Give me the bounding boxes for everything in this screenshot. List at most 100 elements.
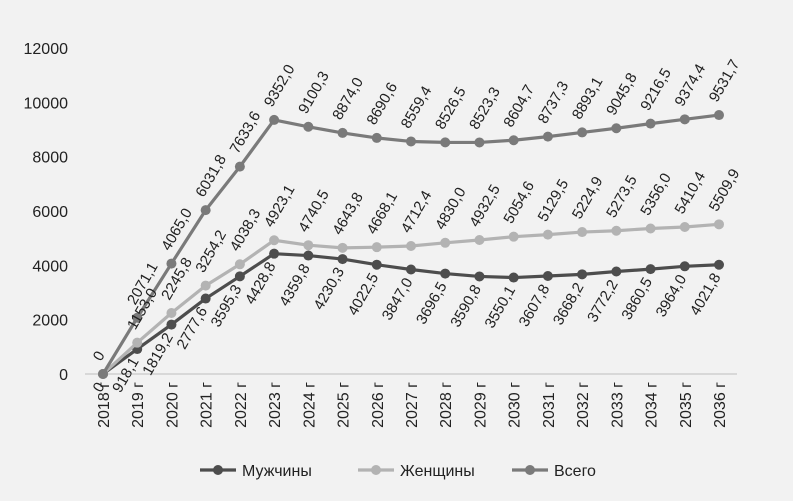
data-point	[166, 258, 177, 269]
data-point	[234, 271, 245, 282]
x-tick-label: 2023 г	[267, 382, 284, 428]
data-point	[98, 369, 108, 379]
data-label: 3254,2	[192, 227, 230, 275]
data-point	[132, 312, 143, 323]
data-point	[371, 132, 382, 143]
data-point	[200, 205, 211, 216]
data-label: 8690,6	[364, 80, 402, 128]
data-label: 3595,3	[208, 282, 246, 330]
data-point	[577, 127, 588, 138]
y-tick-label: 2000	[32, 313, 68, 330]
data-label: 4359,8	[276, 261, 314, 309]
data-label: 4021,8	[687, 270, 725, 318]
legend-marker	[213, 465, 223, 475]
legend: Мужчины Женщины Всего	[200, 463, 596, 480]
data-label: 3860,5	[618, 275, 656, 323]
data-label: 4428,8	[242, 259, 280, 307]
x-tick-label: 2030 г	[507, 382, 524, 428]
x-tick-label: 2033 г	[609, 382, 626, 428]
data-label: 9531,7	[706, 57, 744, 105]
x-tick-label: 2036 г	[712, 382, 729, 428]
data-point	[645, 223, 656, 234]
data-point	[303, 121, 314, 132]
y-tick-label: 0	[59, 367, 68, 384]
data-label: 4830,0	[432, 185, 470, 233]
series-layer	[98, 110, 724, 379]
data-label: 0	[90, 380, 109, 396]
data-point	[679, 114, 690, 125]
data-point	[371, 242, 382, 253]
data-point	[337, 254, 348, 265]
data-label: 5509,9	[706, 166, 744, 214]
data-point	[474, 271, 485, 282]
x-tick-label: 2019 г	[130, 382, 147, 428]
data-point	[406, 240, 416, 251]
data-label: 2245,8	[158, 255, 196, 303]
x-tick-label: 2024 г	[301, 382, 318, 428]
data-label: 4038,3	[227, 206, 265, 254]
y-tick-label: 8000	[32, 150, 68, 167]
data-label: 3590,8	[447, 282, 485, 330]
data-point	[337, 242, 348, 253]
data-label: 3772,2	[584, 277, 622, 325]
x-tick-label: 2034 г	[644, 382, 661, 428]
data-point	[337, 127, 348, 138]
data-label: 4065,0	[158, 205, 196, 253]
data-label: 3550,1	[481, 283, 519, 331]
legend-item: Мужчины	[200, 463, 312, 480]
data-label: 9374,4	[672, 61, 710, 109]
data-label: 4230,3	[310, 265, 348, 313]
x-axis-ticks: 2018 г 2019 г 2020 г 2021 г 2022 г 2023 г 2024…	[96, 382, 729, 428]
data-point	[132, 337, 143, 348]
data-label: 5224,9	[569, 174, 607, 222]
data-label: 2777,6	[173, 304, 211, 352]
x-tick-label: 2020 г	[164, 382, 181, 428]
data-label: 5129,5	[535, 176, 573, 224]
data-point	[611, 225, 622, 236]
data-label: 9216,5	[637, 65, 675, 113]
data-point	[577, 269, 588, 280]
data-point	[166, 307, 177, 318]
data-label: 4022,5	[345, 270, 383, 318]
data-point	[234, 161, 245, 172]
data-labels: 0 918,11819,22777,63595,34428,84359,84230…	[90, 57, 744, 396]
x-tick-label: 2029 г	[472, 382, 489, 428]
data-label: 4643,8	[329, 190, 367, 238]
data-point	[440, 137, 451, 148]
y-tick-label: 4000	[32, 258, 68, 275]
legend-label: Мужчины	[242, 463, 312, 480]
legend-label: Женщины	[400, 463, 475, 480]
data-point	[714, 219, 724, 230]
data-label: 4668,1	[364, 189, 402, 237]
data-point	[645, 264, 656, 275]
data-point	[542, 270, 553, 281]
data-label: 8559,4	[398, 83, 436, 131]
x-tick-label: 2021 г	[199, 382, 216, 428]
data-point	[303, 250, 314, 261]
data-label: 9352,0	[261, 62, 299, 110]
y-tick-label: 10000	[24, 95, 69, 112]
data-point	[611, 123, 622, 134]
data-label: 3964,0	[653, 272, 691, 320]
data-point	[474, 235, 485, 246]
data-point	[714, 110, 724, 121]
data-label: 8737,3	[535, 78, 573, 126]
x-tick-label: 2032 г	[575, 382, 592, 428]
legend-item: Всего	[512, 463, 596, 480]
data-point	[234, 259, 245, 270]
data-point	[303, 240, 314, 251]
data-point	[577, 227, 588, 238]
data-label: 5410,4	[672, 169, 710, 217]
data-label: 0	[90, 348, 109, 364]
data-label: 4932,5	[466, 182, 504, 230]
x-tick-label: 2026 г	[370, 382, 387, 428]
data-point	[269, 248, 280, 259]
data-point	[200, 293, 211, 304]
data-point	[406, 136, 416, 147]
data-point	[611, 266, 622, 277]
legend-marker	[525, 465, 535, 475]
data-label: 4740,5	[295, 187, 333, 235]
x-tick-label: 2027 г	[404, 382, 421, 428]
legend-item: Женщины	[358, 463, 475, 480]
data-point	[508, 272, 519, 283]
